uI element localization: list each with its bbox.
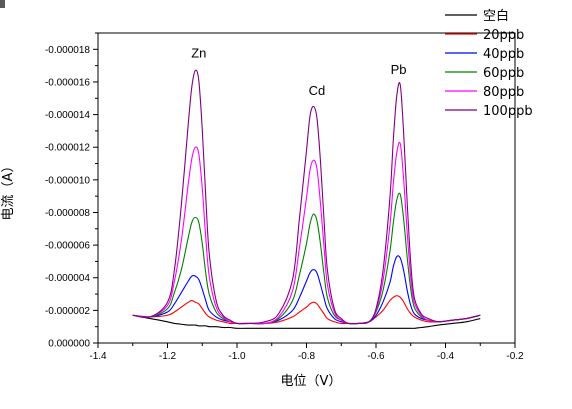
plot-frame bbox=[97, 32, 516, 344]
peak-labels: Zn Cd Pb bbox=[191, 45, 406, 98]
legend-label-60ppb: 60ppb bbox=[483, 66, 524, 81]
series-line-空白 bbox=[132, 314, 481, 329]
axis-ticks: -1.4 -1.2 -1.0 -0.8 -0.6 -0.4 -0.2 0.000000 -0.0… bbox=[45, 32, 524, 362]
y-axis-title: 电流（A） bbox=[1, 160, 16, 221]
series-line-80ppb bbox=[132, 141, 481, 325]
series-line-20ppb bbox=[132, 295, 481, 325]
peak-label-Zn: Zn bbox=[191, 45, 206, 60]
y-tick-label: -0.000014 bbox=[45, 110, 90, 121]
y-tick-label: -0.000010 bbox=[45, 175, 90, 186]
x-axis-title: 电位（V） bbox=[281, 374, 342, 389]
x-tick-label: -1.2 bbox=[159, 351, 177, 362]
y-tick-label: 0.000000 bbox=[48, 339, 90, 350]
y-tick-label: -0.000002 bbox=[45, 306, 90, 317]
plot-border bbox=[97, 32, 516, 344]
series-layer bbox=[132, 69, 481, 329]
legend-label-80ppb: 80ppb bbox=[483, 85, 524, 100]
x-tick-label: -0.2 bbox=[506, 351, 524, 362]
peak-label-Cd: Cd bbox=[309, 83, 326, 98]
y-tick-label: -0.000004 bbox=[45, 273, 90, 284]
x-tick-label: -0.6 bbox=[367, 351, 385, 362]
legend-label-20ppb: 20ppb bbox=[483, 28, 524, 43]
peak-label-Pb: Pb bbox=[391, 62, 407, 77]
x-tick-label: -1.0 bbox=[228, 351, 246, 362]
x-tick-label: -1.4 bbox=[89, 351, 107, 362]
window-corner-mark bbox=[0, 0, 5, 8]
series-line-60ppb bbox=[132, 192, 481, 325]
series-line-100ppb bbox=[132, 69, 481, 325]
legend-label-空白: 空白 bbox=[483, 8, 509, 24]
legend: 空白 20ppb 40ppb 60ppb 80ppb 100ppb bbox=[445, 8, 533, 119]
y-tick-label: -0.000012 bbox=[45, 143, 90, 154]
x-tick-label: -0.8 bbox=[298, 351, 316, 362]
y-tick-label: -0.000006 bbox=[45, 241, 90, 252]
legend-label-40ppb: 40ppb bbox=[483, 47, 524, 62]
x-tick-label: -0.4 bbox=[437, 351, 455, 362]
y-tick-label: -0.000018 bbox=[45, 45, 90, 56]
series-line-40ppb bbox=[132, 255, 481, 325]
legend-label-100ppb: 100ppb bbox=[483, 104, 533, 119]
y-tick-label: -0.000016 bbox=[45, 77, 90, 88]
y-tick-label: -0.000008 bbox=[45, 208, 90, 219]
